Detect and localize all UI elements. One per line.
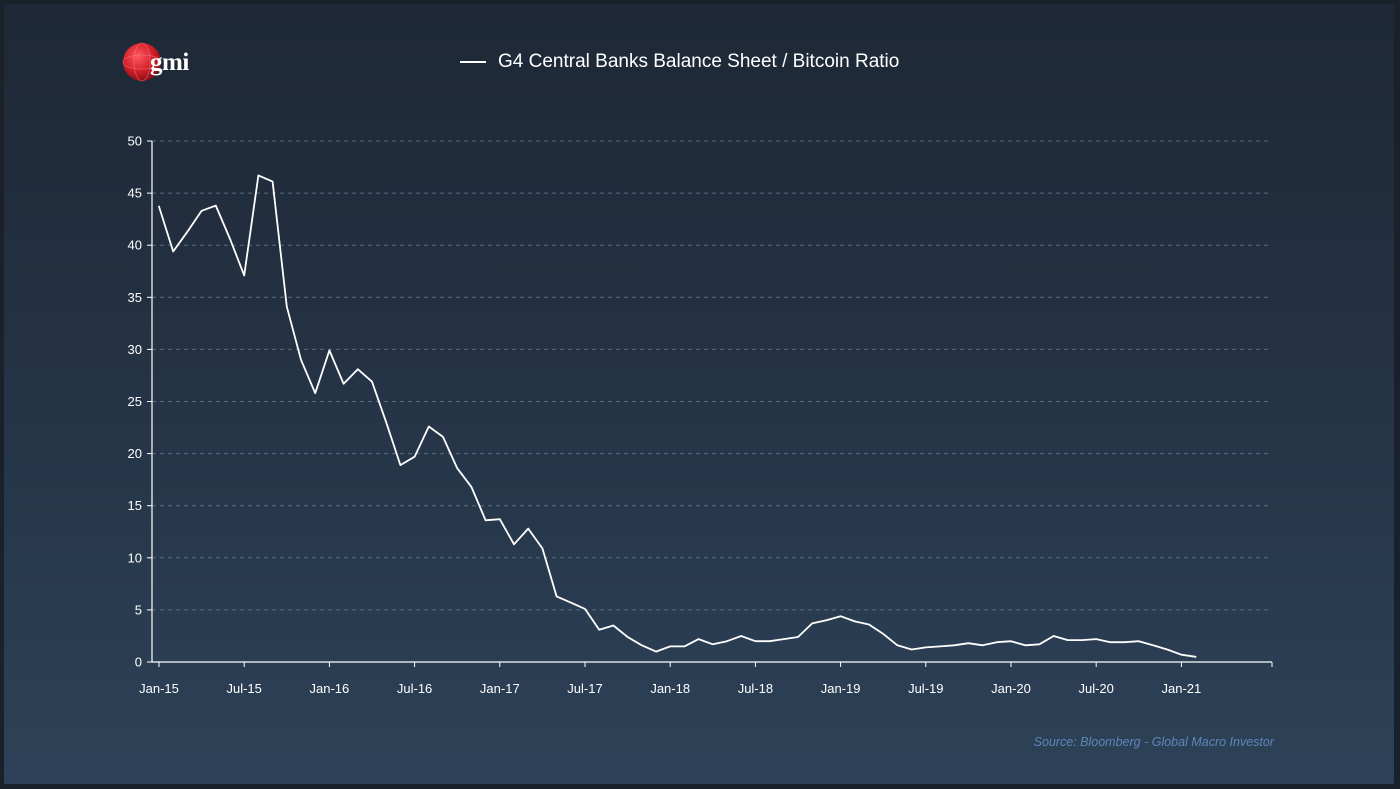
chart-legend: G4 Central Banks Balance Sheet / Bitcoin… <box>460 50 899 74</box>
y-tick-label: 10 <box>128 550 142 565</box>
gmi-logo: gmi <box>120 40 210 84</box>
x-tick-label: Jan-17 <box>480 681 520 696</box>
y-tick-label: 20 <box>128 446 142 461</box>
x-tick-label: Jan-19 <box>821 681 861 696</box>
y-tick-label: 45 <box>128 186 142 201</box>
x-tick-label: Jan-21 <box>1162 681 1202 696</box>
legend-label: G4 Central Banks Balance Sheet / Bitcoin… <box>498 51 900 72</box>
x-tick-label: Jul-15 <box>226 681 261 696</box>
y-tick-label: 50 <box>128 134 142 149</box>
x-tick-label: Jan-20 <box>991 681 1031 696</box>
y-tick-label: 25 <box>128 394 142 409</box>
legend-swatch <box>460 61 486 63</box>
grid-lines <box>152 140 1272 611</box>
x-tick-label: Jan-16 <box>310 681 350 696</box>
red-globe-icon <box>122 42 162 82</box>
logo-text: gmi <box>150 49 189 76</box>
x-tick-label: Jan-18 <box>650 681 690 696</box>
y-tick-label: 15 <box>128 498 142 513</box>
chart-frame <box>4 4 1394 784</box>
x-tick-label: Jul-20 <box>1078 681 1113 696</box>
y-tick-label: 5 <box>135 602 142 617</box>
y-tick-label: 35 <box>128 290 142 305</box>
y-tick-label: 0 <box>135 655 142 670</box>
x-tick-label: Jul-19 <box>908 681 943 696</box>
x-tick-label: Jul-16 <box>397 681 432 696</box>
y-tick-label: 40 <box>128 238 142 253</box>
x-tick-label: Jul-17 <box>567 681 602 696</box>
y-tick-label: 30 <box>128 342 142 357</box>
x-tick-label: Jul-18 <box>738 681 773 696</box>
series-line <box>158 174 1197 658</box>
axes <box>147 140 1273 667</box>
x-tick-label: Jan-15 <box>139 681 179 696</box>
series-layer <box>158 174 1197 658</box>
source-note: Source: Bloomberg - Global Macro Investo… <box>1033 735 1274 749</box>
tick-labels: 0 5 10 15 20 25 30 35 40 45 50 Jan-15 Jul-15 Jan-16 Ju… <box>128 134 1202 697</box>
